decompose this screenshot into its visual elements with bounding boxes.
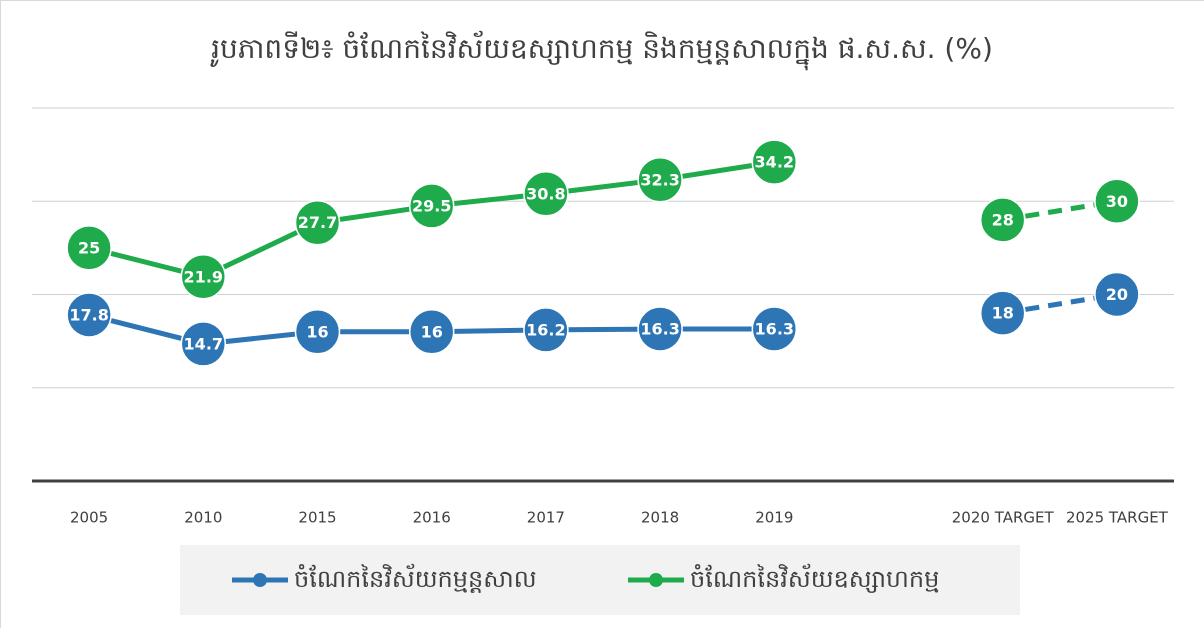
data-marker <box>294 199 341 246</box>
data-marker <box>751 139 798 185</box>
data-marker <box>979 197 1026 243</box>
data-marker <box>637 157 683 203</box>
data-label: 17.8 <box>69 306 108 325</box>
data-label: 20 <box>1106 285 1128 304</box>
data-marker <box>523 171 569 217</box>
x-tick-label: 2017 <box>527 509 565 527</box>
data-marker <box>523 307 569 353</box>
legend-box <box>180 545 1020 615</box>
data-marker <box>180 254 227 300</box>
data-label: 16 <box>421 322 443 341</box>
data-label: 34.2 <box>755 153 794 172</box>
chart-title: រូបភាពទី២៖ ចំណែកនៃវិស័យឧស្សាហកម្ម និងកម្… <box>210 30 993 71</box>
x-tick-label: 2018 <box>641 509 679 527</box>
legend-label: ចំណែកនៃវិស័យកម្មន្តសាល <box>294 563 537 593</box>
data-marker <box>66 225 112 271</box>
data-label: 27.7 <box>298 213 337 232</box>
x-tick-label: 2015 <box>298 509 336 527</box>
data-marker <box>751 306 798 352</box>
x-tick-label: 2016 <box>413 509 451 527</box>
data-marker <box>66 292 112 338</box>
x-tick-label: 2025 TARGET <box>1066 509 1169 527</box>
data-marker <box>408 183 455 229</box>
legend-marker <box>649 573 663 587</box>
data-label: 28 <box>992 210 1014 229</box>
data-label: 30.8 <box>526 184 565 203</box>
data-label: 25 <box>78 238 100 257</box>
data-marker <box>637 306 683 352</box>
data-marker <box>1094 271 1140 318</box>
data-marker <box>979 290 1026 336</box>
data-label: 21.9 <box>184 267 223 286</box>
x-tick-label: 2005 <box>70 509 108 527</box>
data-label: 30 <box>1106 192 1128 211</box>
data-marker <box>294 309 341 355</box>
legend-label: ចំណែកនៃវិស័យឧស្សាហកម្ម <box>690 563 939 593</box>
data-label: 16 <box>306 322 328 341</box>
data-marker <box>408 309 455 355</box>
x-tick-label: 2010 <box>184 509 222 527</box>
data-label: 14.7 <box>184 334 223 353</box>
data-label: 32.3 <box>640 170 679 189</box>
data-label: 16.3 <box>640 320 679 339</box>
legend-marker <box>253 573 267 587</box>
x-tick-label: 2019 <box>755 509 793 527</box>
data-label: 18 <box>992 304 1014 323</box>
data-label: 16.2 <box>526 320 565 339</box>
x-tick-label: 2020 TARGET <box>952 509 1055 527</box>
data-label: 16.3 <box>755 320 794 339</box>
data-marker <box>1094 178 1140 224</box>
data-marker <box>180 321 227 367</box>
data-label: 29.5 <box>412 196 451 215</box>
